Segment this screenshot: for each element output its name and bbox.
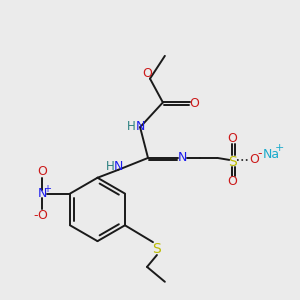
Text: H: H: [127, 120, 136, 133]
Text: O: O: [227, 132, 237, 145]
Text: N: N: [38, 187, 47, 200]
Text: O: O: [190, 97, 200, 110]
Text: -: -: [258, 148, 262, 160]
Text: +: +: [43, 184, 51, 194]
Text: H: H: [106, 160, 115, 173]
Text: S: S: [153, 242, 161, 256]
Text: O: O: [142, 67, 152, 80]
Text: N: N: [114, 160, 123, 173]
Text: Na: Na: [262, 148, 279, 161]
Text: O: O: [38, 165, 47, 178]
Text: S: S: [228, 155, 237, 169]
Text: N: N: [135, 120, 145, 133]
Text: O: O: [38, 209, 47, 222]
Text: O: O: [249, 153, 259, 167]
Text: O: O: [227, 175, 237, 188]
Text: N: N: [178, 152, 188, 164]
Text: -: -: [33, 209, 38, 222]
Text: +: +: [275, 143, 284, 153]
